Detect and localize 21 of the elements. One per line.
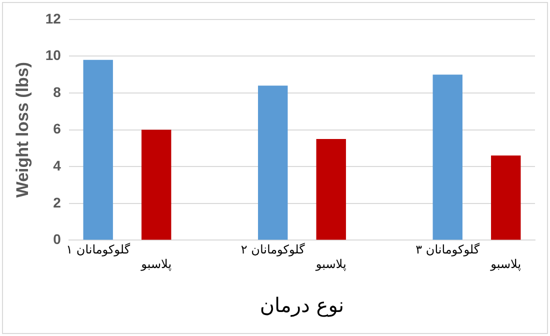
y-tick-label: 0 bbox=[53, 231, 62, 248]
x-tick-label: گلوکومانان ۱ bbox=[66, 242, 130, 257]
y-axis-title: Weight loss (lbs) bbox=[12, 62, 32, 198]
x-tick-label: پلاسبو bbox=[490, 256, 522, 271]
y-tick-label: 12 bbox=[45, 10, 62, 26]
bar bbox=[142, 130, 172, 240]
y-tick-label: 4 bbox=[53, 157, 62, 174]
bar bbox=[258, 86, 288, 240]
y-tick-label: 2 bbox=[53, 194, 62, 210]
y-tick-label: 6 bbox=[53, 120, 62, 137]
bar bbox=[316, 139, 346, 240]
x-tick-label: گلوکومانان ۲ bbox=[240, 242, 306, 257]
x-tick-label: پلاسبو bbox=[140, 256, 172, 271]
y-tick-label: 8 bbox=[53, 84, 62, 100]
y-tick-label: 10 bbox=[45, 47, 62, 64]
bar bbox=[432, 74, 462, 240]
x-tick-label: گلوکومانان ۳ bbox=[416, 242, 480, 257]
bar bbox=[83, 60, 113, 240]
x-axis-title: نوع درمان bbox=[260, 293, 344, 318]
x-tick-label: پلاسبو bbox=[314, 256, 346, 271]
bar bbox=[491, 156, 521, 240]
